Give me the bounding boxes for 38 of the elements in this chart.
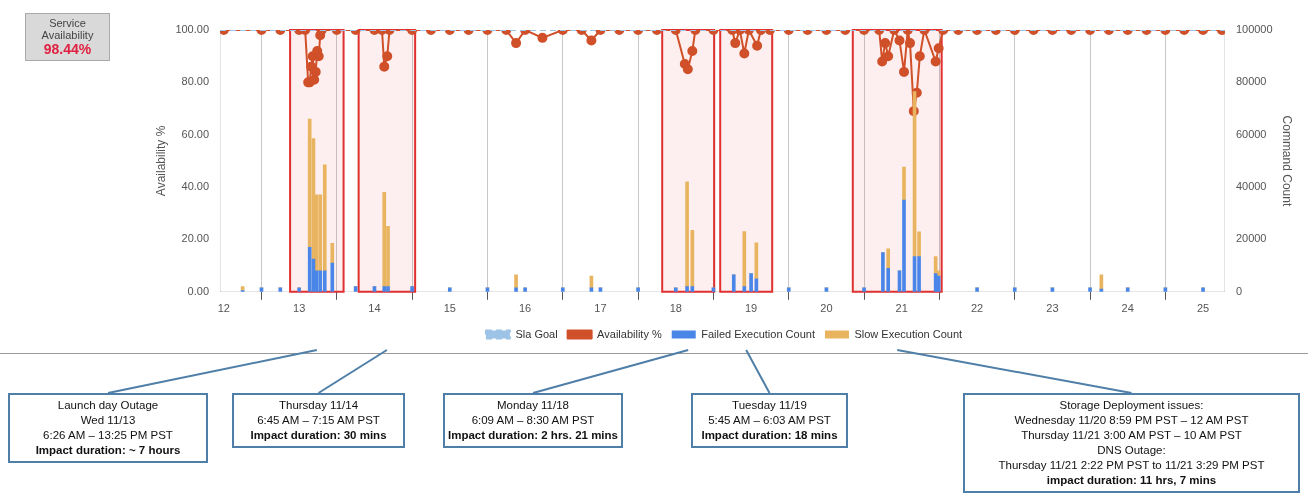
y2-tick-label: 20000 bbox=[1235, 232, 1267, 245]
x-tick-label: 22 bbox=[970, 302, 984, 315]
y-tick-label: 0.00 bbox=[187, 284, 210, 297]
y-tick-label: 60.00 bbox=[181, 127, 210, 140]
x-tick-label: 20 bbox=[820, 302, 833, 315]
y2-axis-title: Command Count bbox=[1280, 115, 1295, 207]
y2-tick-label: 100000 bbox=[1235, 23, 1273, 36]
text: Monday 11/18 6:09 AM – 8:30 AM PST Impact duration: 2 hrs. 21 mins bbox=[447, 398, 619, 443]
x-tick-label: 12 bbox=[217, 302, 230, 315]
y2-tick-label: 60000 bbox=[1235, 127, 1267, 140]
text: Thursday 11/14 6:45 AM – 7:15 AM PST Impact duration: 30 mins bbox=[249, 398, 388, 443]
x-tick-label: 15 bbox=[443, 302, 456, 315]
y2-tick-label: 0 bbox=[1235, 284, 1243, 297]
x-tick-label: 13 bbox=[293, 302, 306, 315]
legend-label: Sla Goal bbox=[515, 327, 558, 340]
x-tick-label: 23 bbox=[1046, 302, 1059, 315]
x-tick-label: 24 bbox=[1121, 302, 1134, 315]
x-tick-label: 21 bbox=[895, 302, 908, 315]
y2-tick-label: 40000 bbox=[1235, 180, 1267, 193]
availability-card: Service Availability 98.44% bbox=[25, 13, 110, 61]
y-tick-label: 80.00 bbox=[181, 75, 210, 88]
legend-label: Slow Execution Count bbox=[854, 327, 963, 340]
text: Storage Deployment issues: Wednesday 11/20 8:59 PM PST – 12 AM PST Thursday 11/21 3:00 AM PST – 10 AM PST DNS Outage: Thursday 11/21 2:22 PM PST to 11/21 3:29 PM PST impact duration: 11 hrs, 7 mins bbox=[997, 398, 1266, 488]
legend-label: Failed Execution Count bbox=[701, 327, 815, 340]
x-tick-label: 25 bbox=[1196, 302, 1210, 315]
x-tick-label: 17 bbox=[594, 302, 607, 315]
x-tick-label: 19 bbox=[744, 302, 758, 315]
x-tick-label: 18 bbox=[669, 302, 682, 315]
y-tick-label: 40.00 bbox=[181, 180, 210, 193]
x-tick-label: 14 bbox=[368, 302, 381, 315]
y-tick-label: 20.00 bbox=[181, 232, 210, 245]
text: Tuesday 11/19 5:45 AM – 6:03 AM PST Impact duration: 18 mins bbox=[700, 398, 839, 443]
legend-label: Availability % bbox=[597, 327, 662, 340]
x-tick-label: 16 bbox=[518, 302, 532, 315]
y2-tick-label: 80000 bbox=[1235, 75, 1267, 88]
y-tick-label: 100.00 bbox=[175, 23, 210, 36]
text: Launch day Outage Wed 11/13 6:26 AM – 13:25 PM PST Impact duration: ~ 7 hours bbox=[34, 398, 182, 458]
y-axis-title: Availability % bbox=[153, 125, 168, 197]
